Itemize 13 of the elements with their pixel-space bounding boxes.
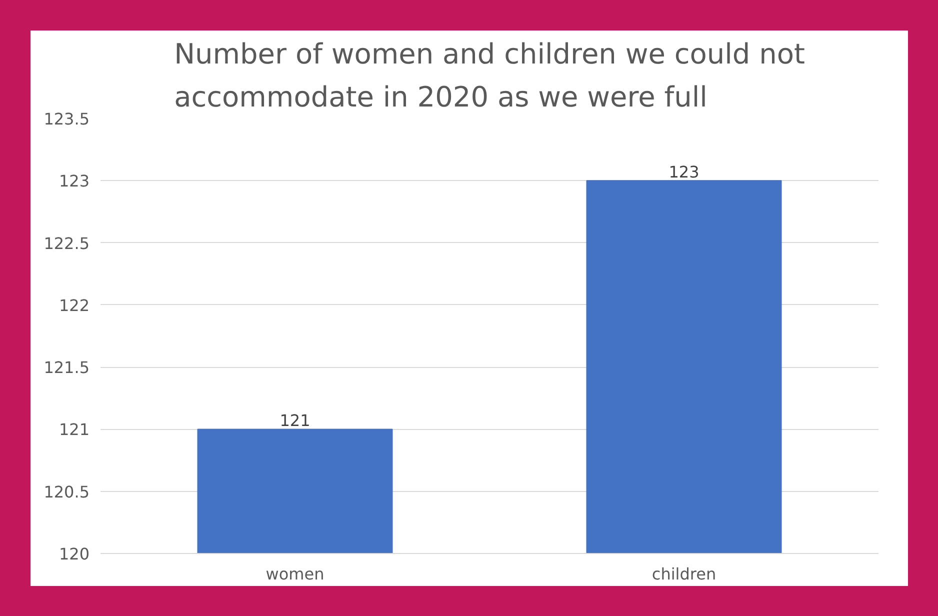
chart-title: Number of women and children we could not accommodate in 2020 as we were full (174, 38, 805, 114)
y-tick-label: 120.5 (44, 482, 90, 502)
y-tick-label: 120 (58, 544, 90, 564)
data-label: 121 (280, 411, 310, 430)
x-tick-label: children (652, 564, 716, 584)
data-label: 123 (668, 162, 700, 182)
y-tick-label: 121.5 (44, 358, 90, 378)
x-tick-label: women (266, 564, 324, 584)
y-tick-label: 123 (58, 172, 90, 191)
y-tick-label: 121 (58, 420, 90, 440)
y-tick-label: 122.5 (44, 234, 90, 253)
y-tick-label: 123.5 (44, 110, 90, 128)
y-tick-label: 122 (58, 296, 90, 315)
